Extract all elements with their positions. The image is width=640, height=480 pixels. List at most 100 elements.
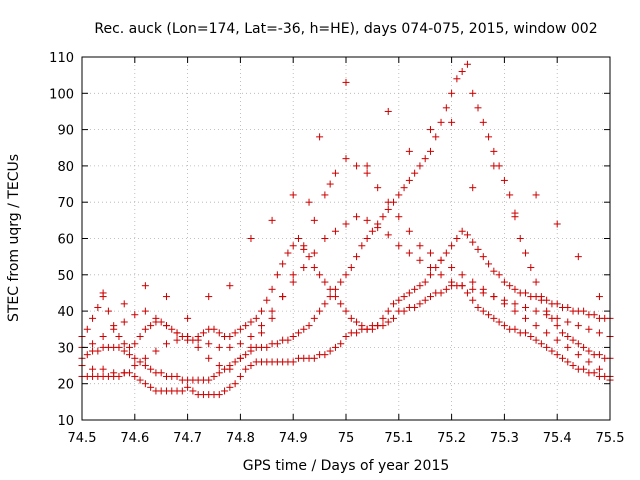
data-point <box>321 191 329 199</box>
y-tick-label: 70 <box>57 196 74 211</box>
data-point <box>353 162 361 170</box>
grid-lines <box>82 57 610 420</box>
data-point <box>416 282 424 290</box>
data-point <box>120 300 128 308</box>
data-point <box>294 329 302 337</box>
data-point <box>358 322 366 330</box>
y-tick-label: 110 <box>49 51 74 66</box>
data-point <box>353 329 361 337</box>
data-point <box>474 303 482 311</box>
data-point <box>210 372 218 380</box>
data-point <box>284 336 292 344</box>
data-point <box>316 133 324 141</box>
data-point <box>210 325 218 333</box>
data-point <box>384 307 392 315</box>
data-point <box>537 340 545 348</box>
data-point <box>115 343 123 351</box>
data-point <box>500 176 508 184</box>
data-point <box>331 293 339 301</box>
data-point <box>110 325 118 333</box>
data-point <box>347 264 355 272</box>
data-point <box>321 300 329 308</box>
data-point <box>242 365 250 373</box>
data-point <box>479 118 487 126</box>
data-point <box>189 387 197 395</box>
data-point <box>363 162 371 170</box>
data-point <box>331 169 339 177</box>
x-tick-label: 74.7 <box>173 431 202 446</box>
data-point <box>184 383 192 391</box>
data-point <box>405 176 413 184</box>
data-point <box>532 293 540 301</box>
data-point <box>194 343 202 351</box>
data-point <box>358 242 366 250</box>
data-point <box>99 289 107 297</box>
data-point <box>310 249 318 257</box>
data-point <box>453 75 461 83</box>
x-tick-label: 75.2 <box>437 431 466 446</box>
data-point <box>558 354 566 362</box>
data-point <box>516 235 524 242</box>
data-point <box>595 293 603 301</box>
data-point <box>120 369 128 377</box>
data-point <box>506 282 514 290</box>
data-point <box>564 358 572 366</box>
data-point <box>120 318 128 326</box>
data-point <box>353 318 361 326</box>
data-point <box>390 300 398 308</box>
x-tick-label: 75.5 <box>596 431 625 446</box>
data-point <box>564 343 572 351</box>
data-point <box>104 307 112 315</box>
data-point <box>342 307 350 315</box>
data-point <box>426 293 434 301</box>
data-point <box>595 351 603 359</box>
data-point <box>490 293 498 301</box>
data-point <box>564 318 572 326</box>
data-point <box>226 365 234 373</box>
data-point <box>342 220 350 228</box>
data-point <box>131 362 139 370</box>
data-point <box>141 325 149 333</box>
data-point <box>416 256 424 264</box>
data-point <box>469 285 477 293</box>
data-point <box>395 213 403 221</box>
data-point <box>564 303 572 311</box>
data-point <box>405 249 413 257</box>
data-point <box>543 343 551 351</box>
data-point <box>553 351 561 359</box>
data-point <box>268 307 276 315</box>
data-point <box>268 216 276 224</box>
data-point <box>331 227 339 235</box>
data-point <box>247 343 255 351</box>
data-point <box>421 278 429 286</box>
data-point <box>89 314 97 322</box>
data-point <box>184 333 192 341</box>
data-point <box>110 369 118 377</box>
data-point <box>284 249 292 257</box>
data-point <box>305 253 313 261</box>
data-point <box>226 343 234 351</box>
data-point <box>157 369 165 377</box>
data-point <box>426 147 434 155</box>
data-point <box>442 285 450 293</box>
data-point <box>495 318 503 326</box>
data-point <box>236 372 244 380</box>
data-point <box>258 307 266 315</box>
x-axis-label: GPS time / Days of year 2015 <box>243 458 450 474</box>
data-point <box>469 296 477 304</box>
data-point <box>126 343 134 351</box>
data-point <box>173 329 181 337</box>
data-point <box>368 227 376 235</box>
data-point <box>331 343 339 351</box>
data-point <box>474 104 482 112</box>
data-point <box>326 347 334 355</box>
x-tick-label: 74.6 <box>120 431 149 446</box>
data-point <box>157 318 165 326</box>
x-tick-label: 74.9 <box>279 431 308 446</box>
data-point <box>136 333 144 341</box>
data-point <box>384 198 392 206</box>
data-point <box>437 289 445 297</box>
data-point <box>421 155 429 163</box>
data-point <box>580 343 588 351</box>
data-point <box>543 296 551 304</box>
